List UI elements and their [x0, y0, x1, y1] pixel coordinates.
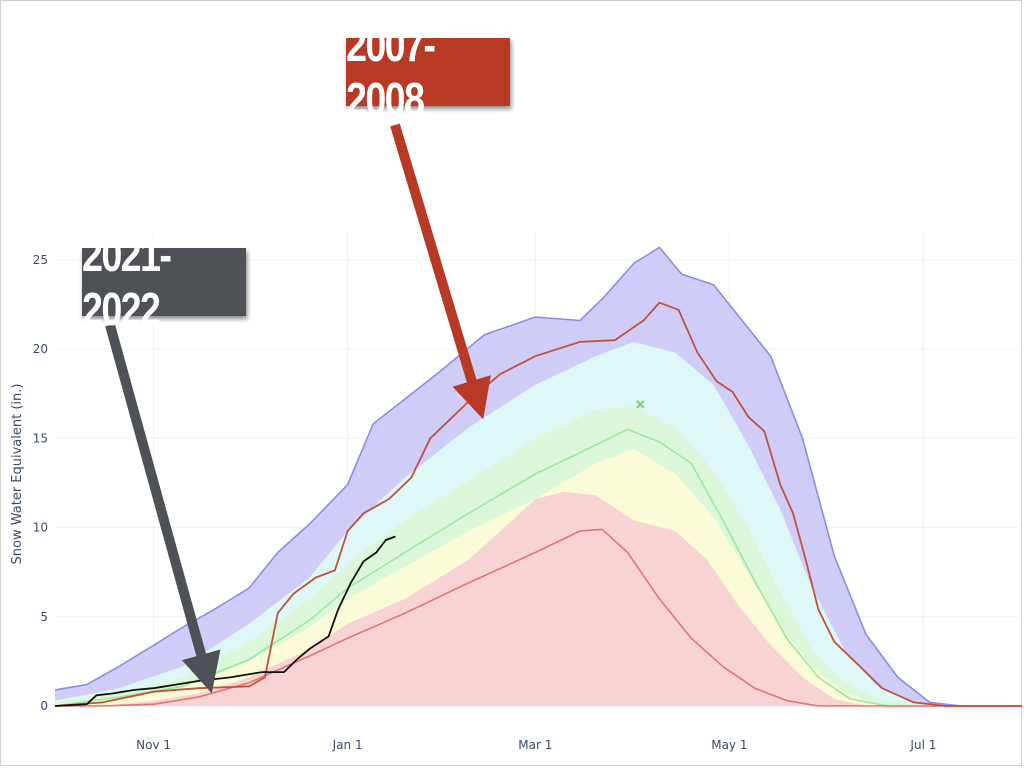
annotation-arrows	[105, 123, 491, 694]
y-tick-label: 20	[33, 342, 48, 356]
axes: Nov 1 Jan 1 Mar 1 May 1 Jul 1 0 5 10 15 20 25 Snow …	[10, 253, 936, 752]
series-line-ref-1	[54, 428, 1022, 707]
x-tick-label: Jul 1	[909, 738, 936, 752]
y-tick-label: 5	[40, 610, 48, 624]
x-tick-label: Nov 1	[136, 738, 171, 752]
gray-arrow	[105, 323, 221, 694]
y-tick-label: 15	[33, 431, 48, 445]
band-min	[55, 491, 1022, 706]
series-line-ref-0	[54, 246, 1022, 707]
x-tick-label: Jan 1	[332, 738, 363, 752]
red-arrow	[390, 123, 491, 420]
x-tick-label: May 1	[711, 738, 747, 752]
markers	[636, 400, 645, 409]
series-line-2021-2022	[54, 535, 396, 707]
callout-2021-2022: 2021-2022	[82, 229, 246, 335]
y-tick-label: 10	[33, 521, 48, 535]
series-line-ref-2	[55, 528, 1022, 707]
median-peak-marker	[636, 400, 645, 409]
marker-stroke	[636, 400, 645, 409]
callout-2007-2008: 2007-2008	[346, 19, 510, 125]
series-lines	[54, 246, 1022, 707]
x-tick-label: Mar 1	[518, 738, 552, 752]
y-tick-label: 25	[33, 253, 48, 267]
y-axis-label: Snow Water Equivalent (in.)	[10, 384, 25, 565]
y-tick-label: 0	[40, 699, 48, 713]
series-line-2007-2008	[54, 301, 1022, 707]
